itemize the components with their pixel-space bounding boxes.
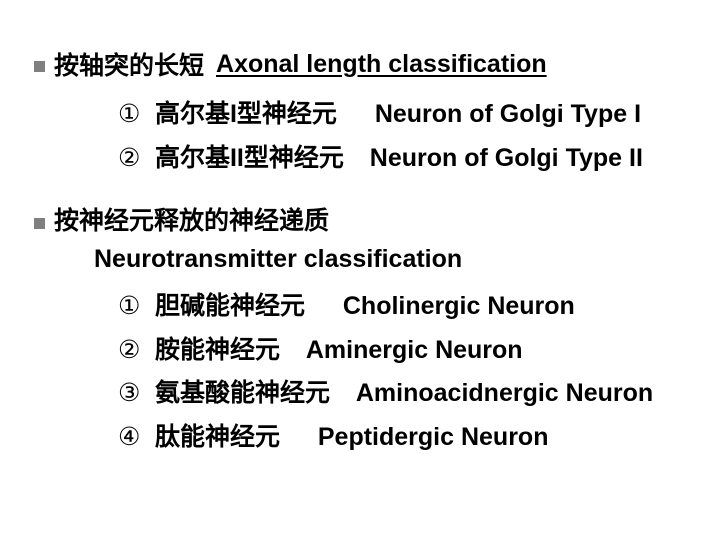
section-1-heading-zh: 按轴突的长短	[54, 46, 204, 82]
item-zh: 胺能神经元	[155, 336, 280, 364]
item-en: Cholinergic Neuron	[343, 292, 575, 320]
square-bullet-icon	[34, 218, 45, 229]
item-en: Neuron of Golgi Type I	[375, 100, 641, 128]
square-bullet-icon	[34, 61, 45, 72]
section-2-heading-zh: 按神经元释放的神经递质	[54, 203, 329, 241]
item-zh: 胆碱能神经元	[155, 292, 305, 320]
item-marker: ②	[118, 332, 148, 370]
list-item: ② 高尔基II型神经元 Neuron of Golgi Type II	[118, 140, 700, 178]
item-marker: ④	[118, 419, 148, 457]
item-en: Aminergic Neuron	[306, 336, 523, 364]
list-item: ① 高尔基I型神经元 Neuron of Golgi Type I	[118, 96, 700, 134]
list-item: ② 胺能神经元 Aminergic Neuron	[118, 332, 700, 370]
item-en: Aminoacidnergic Neuron	[356, 379, 653, 407]
list-item: ③ 氨基酸能神经元 Aminoacidnergic Neuron	[118, 375, 700, 413]
section-1-heading-en: Axonal length classification	[216, 50, 547, 79]
item-zh: 高尔基I型神经元	[155, 100, 337, 128]
item-zh: 氨基酸能神经元	[155, 379, 330, 407]
section-2-heading-en: Neurotransmitter classification	[94, 245, 462, 273]
slide: 按轴突的长短 Axonal length classification ① 高尔…	[0, 0, 720, 540]
item-marker: ①	[118, 96, 148, 134]
item-en: Peptidergic Neuron	[318, 423, 549, 451]
list-item: ④ 肽能神经元 Peptidergic Neuron	[118, 419, 700, 457]
item-zh: 肽能神经元	[155, 423, 280, 451]
item-zh: 高尔基II型神经元	[155, 144, 344, 172]
section-2-heading: 按神经元释放的神经递质 Neurotransmitter classificat…	[34, 203, 700, 278]
section-1-heading: 按轴突的长短 Axonal length classification	[34, 46, 700, 82]
item-marker: ①	[118, 288, 148, 326]
item-marker: ③	[118, 375, 148, 413]
item-marker: ②	[118, 140, 148, 178]
item-en: Neuron of Golgi Type II	[370, 144, 643, 172]
list-item: ① 胆碱能神经元 Cholinergic Neuron	[118, 288, 700, 326]
